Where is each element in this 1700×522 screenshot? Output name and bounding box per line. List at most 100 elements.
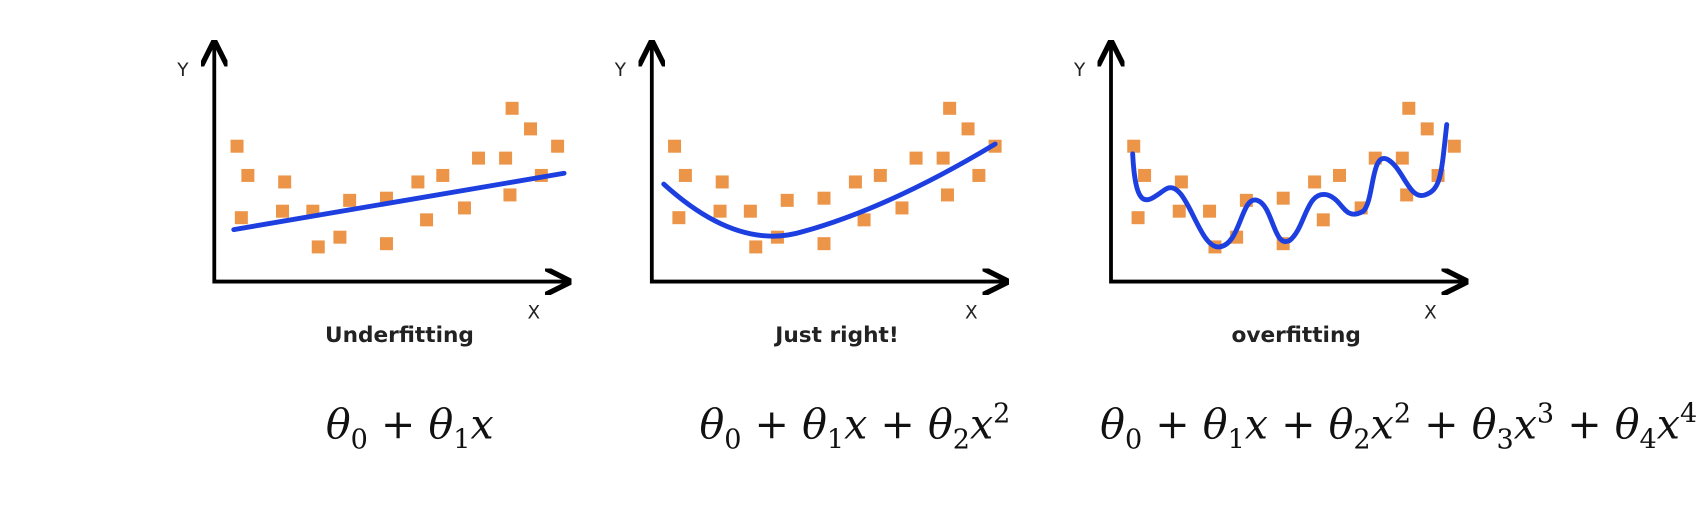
data-point: [1400, 188, 1414, 202]
data-point: [1172, 204, 1186, 218]
data-point: [1174, 175, 1188, 189]
data-point: [715, 175, 729, 189]
fit-curve: [1130, 122, 1450, 250]
y-axis-label: Y: [1073, 60, 1086, 81]
data-point: [343, 193, 357, 207]
data-point: [780, 193, 794, 207]
formula-part: 2: [953, 424, 970, 455]
data-point: [817, 191, 831, 205]
x-axis-label: X: [965, 302, 978, 323]
formula-part: x: [1514, 401, 1537, 449]
data-point: [943, 101, 957, 115]
formula-part: 3: [1537, 398, 1554, 429]
data-point: [857, 213, 871, 227]
formula-part: 4: [1680, 398, 1697, 429]
formula-part: x: [1657, 401, 1680, 449]
formula-part: θ: [1100, 401, 1125, 449]
formula-part: 4: [1640, 424, 1657, 455]
data-point: [276, 204, 290, 218]
formula-part: θ: [928, 401, 953, 449]
data-point: [1308, 175, 1322, 189]
formula-part: 3: [1496, 424, 1513, 455]
data-point: [940, 188, 954, 202]
formula-part: +: [368, 401, 429, 449]
formula-part: 2: [1394, 398, 1411, 429]
formula-part: 0: [1125, 424, 1142, 455]
formula: θ0 + θ1x: [326, 401, 494, 456]
formula-part: x: [970, 401, 993, 449]
formula-part: x: [844, 401, 867, 449]
axes: [214, 45, 566, 281]
data-point: [411, 175, 425, 189]
data-point: [1447, 139, 1461, 153]
formula: θ0 + θ1x + θ2x2: [699, 398, 1010, 455]
data-point: [234, 211, 248, 225]
axes: [652, 45, 1004, 281]
caption: Underfitting: [325, 323, 474, 348]
axes: [1111, 45, 1463, 281]
y-axis-label: Y: [176, 60, 189, 81]
data-point: [672, 211, 686, 225]
data-point: [420, 213, 434, 227]
formula-part: +: [1411, 401, 1472, 449]
formula-part: θ: [1203, 401, 1228, 449]
formula-part: θ: [428, 401, 453, 449]
data-point: [668, 139, 682, 153]
formula-part: 1: [453, 424, 470, 455]
data-point: [817, 237, 831, 251]
data-point: [333, 230, 347, 244]
data-point: [848, 175, 862, 189]
data-point: [1203, 204, 1217, 218]
data-point: [499, 151, 513, 165]
formula-part: θ: [1472, 401, 1497, 449]
formula-part: 2: [1353, 424, 1370, 455]
data-point: [230, 139, 244, 153]
data-point: [972, 168, 986, 182]
data-point: [909, 151, 923, 165]
data-point: [749, 240, 763, 254]
data-point: [873, 168, 887, 182]
data-point: [311, 240, 325, 254]
x-axis-label: X: [1424, 302, 1437, 323]
data-point: [551, 139, 565, 153]
formula-part: 2: [993, 398, 1010, 429]
data-point: [678, 168, 692, 182]
formula-part: +: [1142, 401, 1203, 449]
data-point: [1131, 211, 1145, 225]
data-point: [743, 204, 757, 218]
data-point: [936, 151, 950, 165]
data-point: [503, 188, 517, 202]
data-point: [472, 151, 486, 165]
formula-part: θ: [802, 401, 827, 449]
data-point: [505, 101, 519, 115]
formula-part: x: [1245, 401, 1268, 449]
formula-part: 1: [1228, 424, 1245, 455]
data-point: [895, 201, 909, 215]
fit-curve: [231, 170, 567, 233]
formula-part: +: [1268, 401, 1329, 449]
formula-part: x: [470, 401, 493, 449]
caption: overfitting: [1232, 323, 1361, 348]
data-point: [1316, 213, 1330, 227]
formula-part: x: [1371, 401, 1394, 449]
data-point: [1395, 151, 1409, 165]
formula: θ0 + θ1x + θ2x2 + θ3x3 + θ4x4: [1100, 398, 1697, 455]
data-point: [1138, 168, 1152, 182]
formula-part: θ: [1615, 401, 1640, 449]
data-point: [961, 122, 975, 136]
data-point: [278, 175, 292, 189]
formula-part: 0: [351, 424, 368, 455]
data-point: [241, 168, 255, 182]
data-point: [1127, 139, 1141, 153]
data-point: [436, 168, 450, 182]
x-axis-label: X: [527, 302, 540, 323]
y-axis-label: Y: [614, 60, 627, 81]
data-point: [379, 237, 393, 251]
data-point: [1276, 191, 1290, 205]
formula-part: +: [1554, 401, 1615, 449]
data-point: [713, 204, 727, 218]
data-point: [1333, 168, 1347, 182]
data-point: [524, 122, 538, 136]
